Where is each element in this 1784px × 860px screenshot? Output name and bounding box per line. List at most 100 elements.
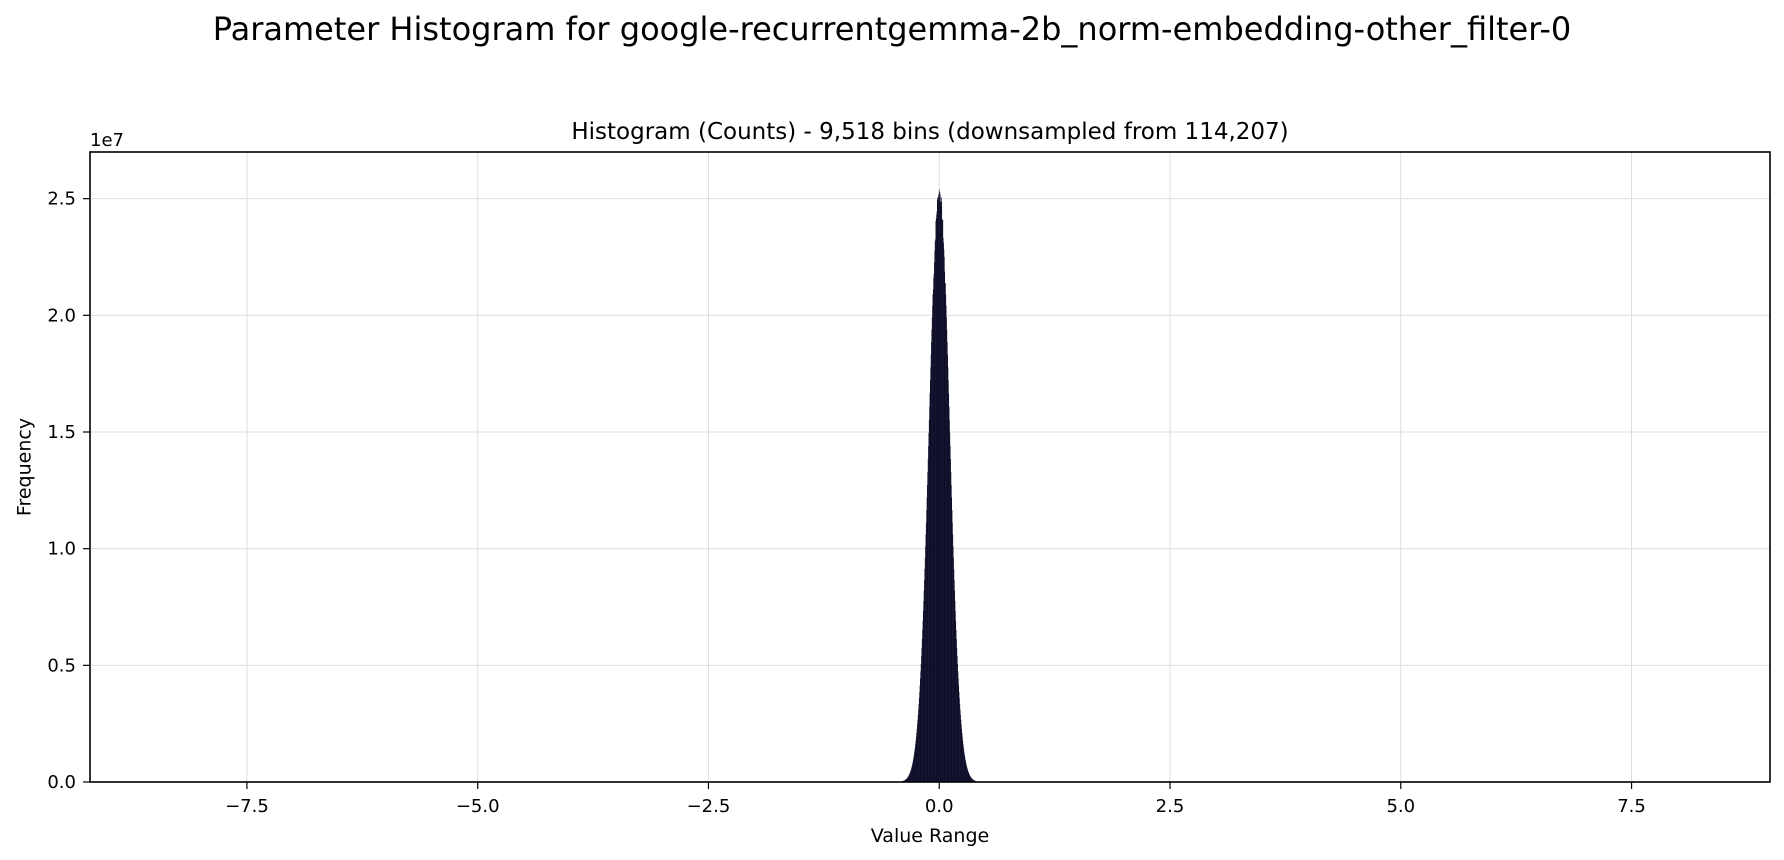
histogram-bar xyxy=(907,776,909,782)
histogram-bar xyxy=(920,663,922,782)
histogram-bar xyxy=(917,714,919,782)
histogram-bar xyxy=(913,757,914,782)
histogram-bar xyxy=(930,354,932,782)
histogram-bar xyxy=(944,256,945,782)
histogram-bar xyxy=(930,380,931,782)
histogram-bar xyxy=(922,611,924,782)
histogram-bar xyxy=(904,780,906,782)
histogram-bar xyxy=(949,446,951,782)
histogram-bar xyxy=(931,317,933,782)
chart-title: Histogram (Counts) - 9,518 bins (downsam… xyxy=(571,119,1288,145)
histogram-bar xyxy=(915,740,917,782)
histogram-bar xyxy=(943,249,945,782)
histogram-bar xyxy=(948,406,950,782)
histogram-bar xyxy=(945,283,946,782)
histogram-bar xyxy=(925,522,927,782)
histogram-bar xyxy=(948,380,949,782)
histogram-bar xyxy=(934,250,936,782)
histogram-bar xyxy=(930,367,931,782)
histogram-bar xyxy=(934,241,936,782)
histogram-bar xyxy=(921,638,923,782)
histogram-bar xyxy=(954,580,955,782)
histogram-bar xyxy=(959,704,961,782)
histogram-bar xyxy=(958,678,959,782)
histogram-bar xyxy=(958,685,960,782)
histogram-bar xyxy=(937,199,938,782)
histogram-bar xyxy=(907,777,909,782)
histogram-bar xyxy=(960,714,961,782)
y-tick-label: 2.0 xyxy=(47,305,76,326)
histogram-bar xyxy=(929,393,931,782)
histogram-bar xyxy=(928,432,930,782)
histogram-bar xyxy=(971,778,973,782)
histogram-bar xyxy=(939,197,940,782)
histogram-bar xyxy=(952,534,954,782)
x-tick-label: 7.5 xyxy=(1617,796,1646,817)
histogram-bar xyxy=(923,590,925,782)
histogram-bar xyxy=(915,736,917,782)
histogram-bar xyxy=(927,484,928,782)
histogram-bar xyxy=(969,776,971,782)
histogram-bar xyxy=(924,569,926,782)
histogram-bar xyxy=(926,510,927,782)
histogram-bar xyxy=(945,305,947,782)
histogram-bar xyxy=(954,601,956,782)
y-tick-label: 2.5 xyxy=(47,189,76,210)
histogram-bar xyxy=(965,761,967,782)
histogram-bar xyxy=(909,773,910,782)
histogram-bar xyxy=(918,704,920,782)
histogram-bar xyxy=(924,557,926,782)
histogram-bar xyxy=(921,647,923,782)
histogram-bar xyxy=(938,189,940,783)
histogram-bar xyxy=(963,752,965,782)
histogram-bar xyxy=(973,780,975,782)
histogram-bar xyxy=(946,317,947,782)
histogram-bar xyxy=(951,484,952,782)
histogram-bar xyxy=(916,733,917,782)
x-axis-label: Value Range xyxy=(871,825,989,847)
histogram-bar xyxy=(934,262,935,782)
axes-frame xyxy=(89,151,1771,783)
histogram-bar xyxy=(970,777,972,782)
histogram-bar xyxy=(918,709,919,782)
histogram-bar xyxy=(946,341,948,782)
histogram-bar xyxy=(917,724,918,782)
histogram-bar xyxy=(973,780,975,782)
x-tick-label: −7.5 xyxy=(225,796,269,817)
histogram-bar xyxy=(970,777,972,782)
histogram-bar xyxy=(950,472,952,782)
histogram-bar xyxy=(965,763,967,782)
histogram-bar xyxy=(911,765,913,782)
histogram-bar xyxy=(961,728,962,782)
histogram-bar xyxy=(946,329,948,782)
histogram-bar xyxy=(904,779,906,782)
y-axis-ticks: 0.0 0.5 1.0 1.5 2.0 2.5 xyxy=(47,189,90,793)
histogram-bar xyxy=(916,728,918,782)
y-axis-label: Frequency xyxy=(14,418,36,516)
y-tick-label: 0.0 xyxy=(47,772,76,793)
histogram-bar xyxy=(962,743,964,782)
histogram-bar xyxy=(938,194,939,783)
histogram-bar xyxy=(909,772,911,782)
histogram-bar xyxy=(907,777,908,782)
histogram-bar xyxy=(957,671,959,782)
histogram-bar xyxy=(951,510,953,782)
histogram-bar xyxy=(914,752,915,782)
x-axis-ticks: −7.5 −5.0 −2.5 0.0 2.5 5.0 7.5 xyxy=(225,782,1646,817)
histogram-bar xyxy=(937,203,939,782)
histogram-bar xyxy=(929,406,930,782)
histogram-bar xyxy=(937,197,938,783)
histogram-bar xyxy=(959,698,960,782)
histogram-bar xyxy=(944,271,945,782)
y-tick-label: 1.0 xyxy=(47,539,76,560)
histogram-bar xyxy=(966,765,967,782)
histogram-bar xyxy=(927,472,929,782)
histogram-bar xyxy=(904,780,905,782)
histogram-bar xyxy=(939,194,941,782)
histogram-bar xyxy=(956,638,957,782)
histogram-bar xyxy=(948,393,950,782)
histogram-bar xyxy=(922,620,924,782)
histogram-bar xyxy=(914,749,916,782)
histogram-bar xyxy=(906,778,907,782)
histogram-bar xyxy=(918,698,920,782)
